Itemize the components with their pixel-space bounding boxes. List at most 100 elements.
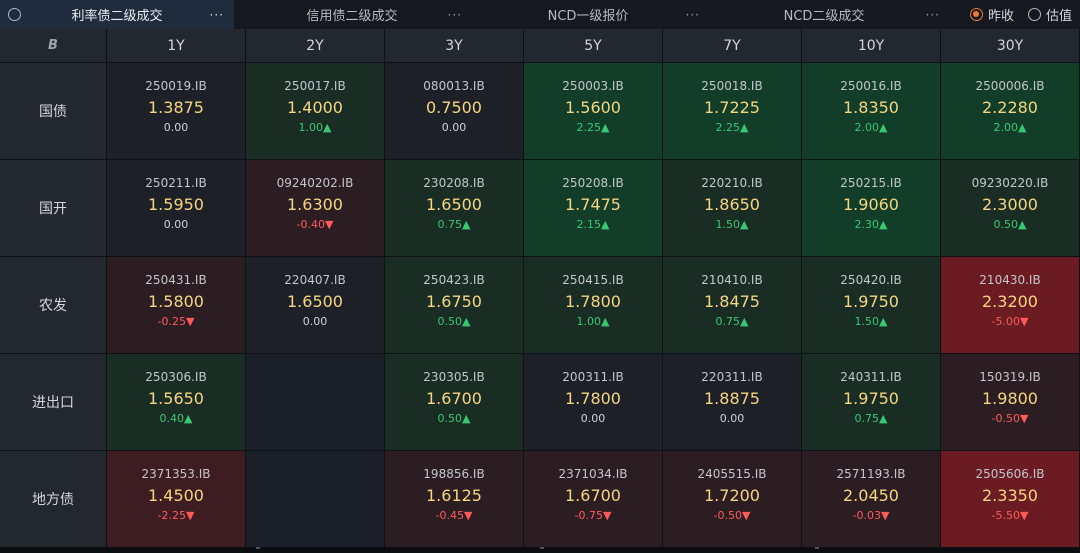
- quote-cell-treasury-1y[interactable]: 250019.IB 1.3875 0.00: [107, 63, 246, 160]
- quote-cell-local-gov-3y[interactable]: 198856.IB 1.6125 -0.45▼: [385, 451, 524, 548]
- bond-code: 2371034.IB: [558, 467, 628, 481]
- quote-cell-adbc-30y[interactable]: 210430.IB 2.3200 -5.00▼: [941, 257, 1080, 354]
- column-header-3y[interactable]: 3Y: [385, 29, 524, 63]
- yield-change-bp: 0.75▲: [854, 412, 888, 425]
- bond-code: 250003.IB: [562, 79, 624, 93]
- quote-cell-adbc-2y[interactable]: 220407.IB 1.6500 0.00: [246, 257, 385, 354]
- quote-cell-cdb-3y[interactable]: 230208.IB 1.6500 0.75▲: [385, 160, 524, 257]
- yield-change-bp: -0.03▼: [852, 509, 890, 522]
- bond-code: 09230220.IB: [971, 176, 1049, 190]
- bond-code: 2371353.IB: [141, 467, 211, 481]
- quote-cell-local-gov-7y[interactable]: 2405515.IB 1.7200 -0.50▼: [663, 451, 802, 548]
- bond-code: 150319.IB: [979, 370, 1041, 384]
- yield-change-bp: 2.15▲: [576, 218, 610, 231]
- radio-valuation[interactable]: 估值: [1027, 5, 1072, 24]
- quote-cell-treasury-7y[interactable]: 250018.IB 1.7225 2.25▲: [663, 63, 802, 160]
- bond-code: 250016.IB: [840, 79, 902, 93]
- price-basis-radio-group: 昨收 估值: [969, 0, 1072, 29]
- yield-change-bp: -0.50▼: [713, 509, 751, 522]
- yield-change-bp: 0.00: [719, 412, 745, 425]
- column-header-10y[interactable]: 10Y: [802, 29, 941, 63]
- quote-cell-treasury-30y[interactable]: 2500006.IB 2.2280 2.00▲: [941, 63, 1080, 160]
- yield-change-bp: 1.00▲: [298, 121, 332, 134]
- column-header-2y[interactable]: 2Y: [246, 29, 385, 63]
- tab-rate-bond-secondary[interactable]: 利率债二级成交 ···: [0, 0, 234, 29]
- bond-code: 240311.IB: [840, 370, 902, 384]
- bond-code: 250211.IB: [145, 176, 207, 190]
- corner-logo-icon: B: [0, 29, 107, 63]
- column-header-1y[interactable]: 1Y: [107, 29, 246, 63]
- quote-cell-treasury-2y[interactable]: 250017.IB 1.4000 1.00▲: [246, 63, 385, 160]
- quote-cell-adbc-3y[interactable]: 250423.IB 1.6750 0.50▲: [385, 257, 524, 354]
- radio-prev-close[interactable]: 昨收: [969, 5, 1014, 24]
- yield-change-bp: -0.50▼: [991, 412, 1029, 425]
- bond-code: 250017.IB: [284, 79, 346, 93]
- yield-value: 1.7475: [565, 195, 621, 214]
- yield-value: 1.9800: [982, 389, 1038, 408]
- column-header-5y[interactable]: 5Y: [524, 29, 663, 63]
- yield-change-bp: 0.40▲: [159, 412, 193, 425]
- yield-change-bp: -0.25▼: [157, 315, 195, 328]
- quote-cell-treasury-3y[interactable]: 080013.IB 0.7500 0.00: [385, 63, 524, 160]
- bond-code: 2500006.IB: [975, 79, 1045, 93]
- column-header-30y[interactable]: 30Y: [941, 29, 1080, 63]
- tab-ncd-secondary[interactable]: NCD二级成交 ···: [706, 0, 942, 29]
- more-icon[interactable]: ···: [447, 7, 462, 22]
- tab-bar: 利率债二级成交 ··· 信用债二级成交 ··· NCD一级报价 ··· NCD二…: [0, 0, 1080, 29]
- quote-cell-treasury-10y[interactable]: 250016.IB 1.8350 2.00▲: [802, 63, 941, 160]
- quote-cell-exim-10y[interactable]: 240311.IB 1.9750 0.75▲: [802, 354, 941, 451]
- more-icon[interactable]: ···: [685, 7, 700, 22]
- yield-value: 2.3350: [982, 486, 1038, 505]
- quote-cell-local-gov-5y[interactable]: 2371034.IB 1.6700 -0.75▼: [524, 451, 663, 548]
- yield-value: 1.7200: [704, 486, 760, 505]
- yield-value: 1.6125: [426, 486, 482, 505]
- row-label-adbc: 农发: [0, 257, 107, 354]
- quote-cell-cdb-30y[interactable]: 09230220.IB 2.3000 0.50▲: [941, 160, 1080, 257]
- yield-change-bp: -2.25▼: [157, 509, 195, 522]
- row-label-treasury: 国债: [0, 63, 107, 160]
- quote-cell-local-gov-1y[interactable]: 2371353.IB 1.4500 -2.25▼: [107, 451, 246, 548]
- quote-cell-exim-5y[interactable]: 200311.IB 1.7800 0.00: [524, 354, 663, 451]
- quote-cell-exim-3y[interactable]: 230305.IB 1.6700 0.50▲: [385, 354, 524, 451]
- bond-code: 200311.IB: [562, 370, 624, 384]
- quote-cell-treasury-5y[interactable]: 250003.IB 1.5600 2.25▲: [524, 63, 663, 160]
- more-icon[interactable]: ···: [209, 7, 224, 22]
- quote-cell-adbc-1y[interactable]: 250431.IB 1.5800 -0.25▼: [107, 257, 246, 354]
- yield-change-bp: -5.00▼: [991, 315, 1029, 328]
- quote-cell-local-gov-30y[interactable]: 2505606.IB 2.3350 -5.50▼: [941, 451, 1080, 548]
- quote-cell-adbc-10y[interactable]: 250420.IB 1.9750 1.50▲: [802, 257, 941, 354]
- yield-change-bp: 2.30▲: [854, 218, 888, 231]
- bond-code: 250415.IB: [562, 273, 624, 287]
- yield-value: 1.6500: [426, 195, 482, 214]
- column-header-7y[interactable]: 7Y: [663, 29, 802, 63]
- bond-code: 198856.IB: [423, 467, 485, 481]
- quote-cell-cdb-5y[interactable]: 250208.IB 1.7475 2.15▲: [524, 160, 663, 257]
- quote-cell-exim-30y[interactable]: 150319.IB 1.9800 -0.50▼: [941, 354, 1080, 451]
- more-icon[interactable]: ···: [925, 7, 940, 22]
- yield-value: 1.6300: [287, 195, 343, 214]
- yield-change-bp: 0.00: [441, 121, 467, 134]
- tab-credit-bond-secondary[interactable]: 信用债二级成交 ···: [234, 0, 470, 29]
- yield-value: 2.3200: [982, 292, 1038, 311]
- yield-change-bp: 1.50▲: [854, 315, 888, 328]
- quote-cell-exim-1y[interactable]: 250306.IB 1.5650 0.40▲: [107, 354, 246, 451]
- bond-code: 080013.IB: [423, 79, 485, 93]
- tab-ncd-primary-quote[interactable]: NCD一级报价 ···: [470, 0, 706, 29]
- quote-cell-exim-7y[interactable]: 220311.IB 1.8875 0.00: [663, 354, 802, 451]
- yield-value: 1.8650: [704, 195, 760, 214]
- tab-label: 信用债二级成交: [306, 9, 398, 24]
- quote-cell-cdb-7y[interactable]: 220210.IB 1.8650 1.50▲: [663, 160, 802, 257]
- yield-value: 1.4000: [287, 98, 343, 117]
- quote-cell-adbc-5y[interactable]: 250415.IB 1.7800 1.00▲: [524, 257, 663, 354]
- yield-value: 1.8875: [704, 389, 760, 408]
- quote-cell-cdb-2y[interactable]: 09240202.IB 1.6300 -0.40▼: [246, 160, 385, 257]
- yield-value: 1.9060: [843, 195, 899, 214]
- quote-cell-adbc-7y[interactable]: 210410.IB 1.8475 0.75▲: [663, 257, 802, 354]
- quote-cell-cdb-10y[interactable]: 250215.IB 1.9060 2.30▲: [802, 160, 941, 257]
- quote-cell-cdb-1y[interactable]: 250211.IB 1.5950 0.00: [107, 160, 246, 257]
- bond-code: 210410.IB: [701, 273, 763, 287]
- bond-code: 250423.IB: [423, 273, 485, 287]
- bond-code: 250215.IB: [840, 176, 902, 190]
- tab-label: NCD一级报价: [547, 9, 629, 24]
- quote-cell-local-gov-10y[interactable]: 2571193.IB 2.0450 -0.03▼: [802, 451, 941, 548]
